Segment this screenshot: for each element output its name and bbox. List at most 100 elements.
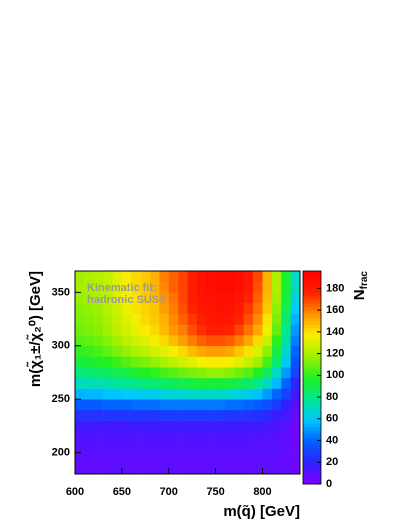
color-scale-band [303, 476, 321, 481]
heatmap-cell [196, 388, 207, 400]
color-scale-band [303, 413, 321, 417]
heatmap-cell [84, 452, 95, 464]
heatmap-cell [290, 420, 301, 432]
heatmap-cell [243, 399, 254, 411]
heatmap-cell [215, 271, 226, 282]
heatmap-cell [215, 388, 226, 400]
heatmap-cell [159, 420, 170, 432]
heatmap-cell [93, 281, 104, 293]
heatmap-cell [75, 441, 85, 453]
color-scale-band [303, 338, 321, 343]
color-scale-band [303, 285, 321, 290]
heatmap-cell [75, 303, 85, 315]
heatmap-cell [271, 281, 282, 293]
heatmap-cell [140, 431, 151, 443]
heatmap-cell [290, 377, 301, 389]
heatmap-cell [206, 345, 216, 357]
z-tick-label: 120 [326, 347, 344, 359]
heatmap-cell [243, 345, 254, 357]
heatmap-cell [253, 356, 263, 368]
heatmap-cell [150, 303, 160, 315]
heatmap-cell [196, 356, 207, 368]
heatmap-cell [150, 345, 160, 357]
heatmap-cell [168, 345, 179, 357]
heatmap-cell [131, 313, 141, 325]
heatmap-cell [234, 271, 245, 282]
heatmap-cell [187, 335, 198, 347]
heatmap-cell [271, 345, 282, 357]
color-scale-band [303, 437, 321, 442]
heatmap-cell [225, 420, 235, 432]
heatmap-cell [225, 313, 235, 325]
heatmap-cell [159, 281, 170, 293]
color-scale-band [303, 331, 321, 336]
heatmap-cell [168, 271, 179, 282]
heatmap-cell [178, 399, 188, 411]
heatmap-cell [168, 399, 179, 411]
heatmap-cell [131, 303, 141, 315]
heatmap-cell [281, 292, 291, 304]
color-scale-band [303, 381, 321, 385]
heatmap-cell [103, 420, 113, 432]
heatmap-cell [112, 463, 123, 475]
heatmap-cell [262, 281, 273, 293]
heatmap-cell [271, 409, 282, 421]
heatmap-cell [75, 388, 85, 400]
heatmap-cell [243, 271, 254, 282]
heatmap-cell [290, 356, 301, 368]
heatmap-cell [243, 420, 254, 432]
heatmap-cell [140, 441, 151, 453]
heatmap-cell [121, 388, 132, 400]
color-scale-band [303, 444, 321, 449]
heatmap-cell [150, 420, 160, 432]
heatmap-cell [168, 431, 179, 443]
heatmap-cell [140, 356, 151, 368]
heatmap-cell [225, 281, 235, 293]
heatmap-cell [121, 335, 132, 347]
heatmap-cell [243, 335, 254, 347]
heatmap-cell [290, 367, 301, 379]
heatmap-cell [112, 313, 123, 325]
heatmap-cell [206, 324, 216, 336]
heatmap-cell [159, 377, 170, 389]
heatmap-cell [84, 356, 95, 368]
heatmap-cell [75, 399, 85, 411]
color-scale-band [303, 377, 321, 382]
heatmap-cell [103, 452, 113, 464]
heatmap-cell [262, 431, 273, 443]
color-scale-band [303, 313, 321, 318]
color-scale-band [303, 480, 321, 485]
heatmap-cell [271, 441, 282, 453]
heatmap-cell [253, 409, 263, 421]
z-tick-label: 100 [326, 369, 344, 381]
heatmap-cell [131, 409, 141, 421]
heatmap-cell [281, 324, 291, 336]
heatmap-cell [196, 335, 207, 347]
heatmap-cell [187, 409, 198, 421]
y-axis-title: m(χ̃₁±/χ̃₂⁰) [GeV] [26, 271, 44, 387]
heatmap-cell [75, 409, 85, 421]
heatmap-cell [253, 271, 263, 282]
heatmap-cell [159, 271, 170, 282]
heatmap-cell [281, 399, 291, 411]
heatmap-cell [168, 441, 179, 453]
heatmap-cell [93, 345, 104, 357]
heatmap-cell [93, 452, 104, 464]
heatmap-cell [93, 388, 104, 400]
z-tick-label: 40 [326, 434, 338, 446]
heatmap-cell [290, 431, 301, 443]
heatmap-cell [131, 420, 141, 432]
color-scale-band [303, 320, 321, 325]
color-scale-band [303, 423, 321, 428]
heatmap-cell [253, 281, 263, 293]
heatmap-cell [140, 377, 151, 389]
heatmap-cell [178, 388, 188, 400]
heatmap-cell [84, 399, 95, 411]
heatmap-cell [206, 271, 216, 282]
color-scale-band [303, 391, 321, 396]
heatmap-cell [206, 431, 216, 443]
heatmap-cell [271, 463, 282, 475]
heatmap-cell [150, 313, 160, 325]
color-scale-band [303, 359, 321, 364]
heatmap-cell [234, 313, 245, 325]
